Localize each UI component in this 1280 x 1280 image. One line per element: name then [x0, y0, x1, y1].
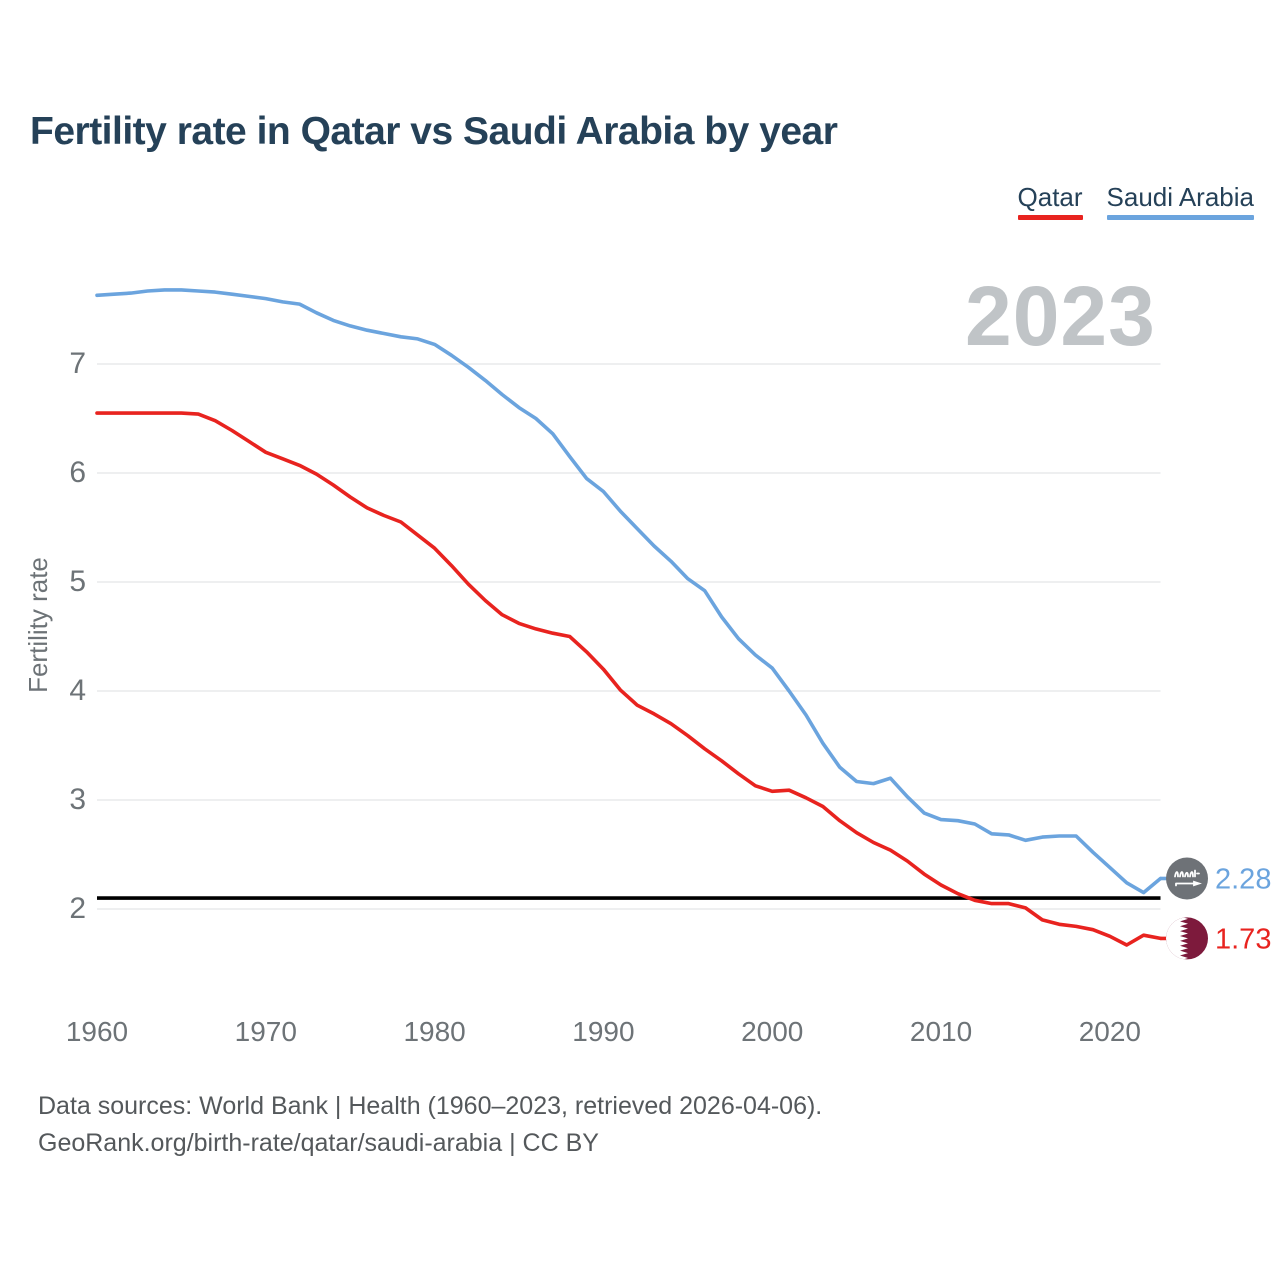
legend-swatch-qatar	[1017, 215, 1083, 221]
x-tick-label: 1960	[66, 1016, 128, 1047]
saudi-flag-circle	[1166, 857, 1208, 900]
series-lines	[95, 288, 1163, 947]
watermark-year: 2023	[965, 269, 1156, 363]
saudi-arabia-line	[95, 288, 1163, 895]
legend: Qatar Saudi Arabia	[1017, 182, 1254, 221]
qatar-flag-group	[1166, 917, 1208, 960]
x-tick-label: 1990	[572, 1016, 634, 1047]
qatar-line	[95, 411, 1163, 947]
legend-swatch-saudi-arabia	[1106, 215, 1254, 221]
gridlines	[97, 363, 1161, 910]
legend-label-saudi-arabia: Saudi Arabia	[1106, 182, 1254, 212]
y-axis-title: Fertility rate	[23, 557, 53, 693]
y-tick-label: 5	[69, 565, 86, 598]
x-tick-label: 1980	[403, 1016, 465, 1047]
qatar-end-value: 1.73	[1215, 923, 1271, 955]
saudi-arabia-flag-icon	[1166, 857, 1208, 900]
x-tick-label: 2010	[910, 1016, 972, 1047]
footer-attribution-url: GeoRank.org/birth-rate/qatar/saudi-arabi…	[38, 1129, 599, 1157]
y-tick-label: 3	[69, 783, 86, 816]
qatar-flag-white-serration	[1166, 917, 1188, 960]
legend-item-saudi-arabia[interactable]: Saudi Arabia	[1106, 182, 1254, 221]
end-labels: 2.28 1.73	[1160, 857, 1271, 960]
saudi-arabia-end-value: 2.28	[1215, 863, 1271, 895]
saudi-flag-sword	[1175, 880, 1202, 887]
y-tick-label: 2	[69, 892, 86, 925]
chart-title: Fertility rate in Qatar vs Saudi Arabia …	[30, 110, 838, 153]
legend-item-qatar[interactable]: Qatar	[1017, 182, 1083, 221]
y-tick-label: 6	[69, 456, 86, 489]
y-tick-label: 4	[69, 674, 86, 707]
legend-label-qatar: Qatar	[1017, 182, 1083, 212]
x-tick-label: 1970	[235, 1016, 297, 1047]
footer-data-sources: Data sources: World Bank | Health (1960–…	[38, 1092, 823, 1120]
y-axis-title-text: Fertility rate	[23, 557, 53, 693]
x-axis-tick-labels: 1960 1970 1980 1990 2000 2010 2020	[66, 1016, 1141, 1047]
chart-footer: Data sources: World Bank | Health (1960–…	[38, 1088, 822, 1162]
saudi-flag-script	[1174, 869, 1200, 878]
qatar-flag-icon	[1166, 917, 1208, 960]
y-tick-label: 7	[69, 347, 86, 380]
y-axis-tick-labels: 2 3 4 5 6 7	[69, 347, 86, 925]
x-tick-label: 2000	[741, 1016, 803, 1047]
x-tick-label: 2020	[1079, 1016, 1141, 1047]
